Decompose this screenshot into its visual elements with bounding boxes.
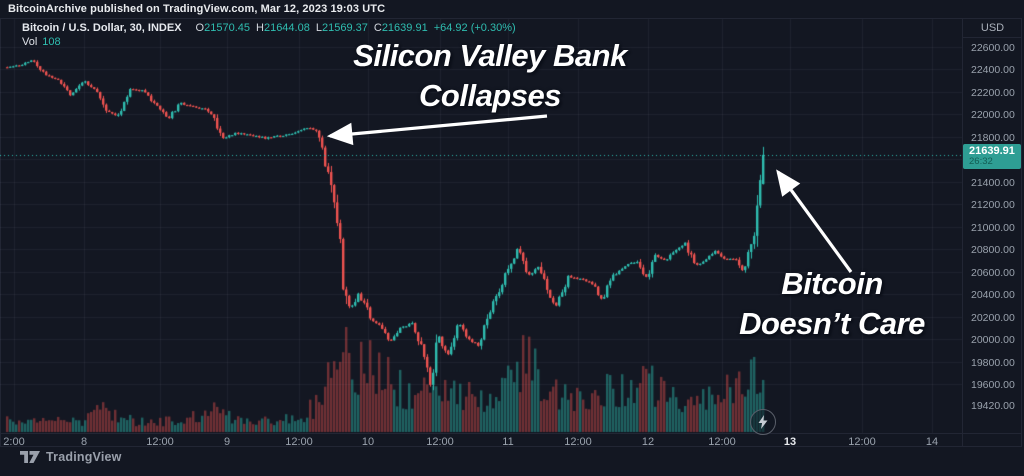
tradingview-logo-text: TradingView bbox=[46, 450, 122, 464]
close-value: 21639.91 bbox=[381, 22, 428, 34]
time-tick-label: 12:00 bbox=[708, 436, 736, 448]
svb-annotation-line2: Collapses bbox=[419, 78, 561, 113]
btc-arrow bbox=[776, 169, 853, 273]
go-to-realtime-button[interactable] bbox=[750, 409, 776, 435]
btc-annotation-line2: Doesn’t Care bbox=[739, 306, 925, 341]
tradingview-logo[interactable]: TradingView bbox=[20, 450, 122, 464]
svb-annotation-line1: Silicon Valley Bank bbox=[353, 38, 627, 73]
time-tick-label: 2:00 bbox=[3, 436, 25, 448]
btc-annotation: Bitcoin Doesn’t Care bbox=[700, 264, 964, 344]
svb-arrow bbox=[326, 114, 548, 146]
price-tick-label: 19800.00 bbox=[971, 357, 1015, 369]
price-tick-label: 21200.00 bbox=[971, 199, 1015, 211]
price-axis-separator bbox=[962, 18, 963, 447]
low-label: L bbox=[315, 22, 322, 34]
lightning-icon bbox=[758, 415, 768, 429]
price-tick-label: 21800.00 bbox=[971, 132, 1015, 144]
price-tick-label: 20200.00 bbox=[971, 312, 1015, 324]
high-label: H bbox=[256, 22, 264, 34]
last-price-tag: 21639.91 26:32 bbox=[963, 144, 1021, 169]
time-tick-label: 13 bbox=[783, 436, 797, 448]
bar-countdown: 26:32 bbox=[969, 156, 993, 167]
price-tick-label: 22600.00 bbox=[971, 42, 1015, 54]
vol-label: Vol bbox=[22, 36, 38, 48]
time-tick-label: 12:00 bbox=[848, 436, 876, 448]
low-value: 21569.37 bbox=[321, 22, 368, 34]
open-value: 21570.45 bbox=[204, 22, 250, 34]
time-tick-label: 12:00 bbox=[564, 436, 592, 448]
btc-annotation-line1: Bitcoin bbox=[781, 266, 883, 301]
price-tick-label: 22400.00 bbox=[971, 64, 1015, 76]
price-tick-label: 20600.00 bbox=[971, 267, 1015, 279]
change-value: +64.92 (+0.30%) bbox=[433, 22, 516, 34]
time-tick-label: 12:00 bbox=[285, 436, 313, 448]
vol-value: 108 bbox=[42, 36, 61, 48]
svb-annotation: Silicon Valley Bank Collapses bbox=[299, 36, 681, 116]
time-tick-label: 12:00 bbox=[146, 436, 174, 448]
price-tick-label: 22200.00 bbox=[971, 87, 1015, 99]
tradingview-logo-icon bbox=[20, 451, 40, 463]
time-axis-separator bbox=[0, 433, 1022, 434]
time-tick-label: 12 bbox=[641, 436, 655, 448]
price-tick-label: 22000.00 bbox=[971, 109, 1015, 121]
price-tick-label: 19600.00 bbox=[971, 379, 1015, 391]
price-tick-label: 21000.00 bbox=[971, 222, 1015, 234]
high-value: 21644.08 bbox=[263, 22, 310, 34]
time-tick-label: 8 bbox=[80, 436, 88, 448]
price-tick-label: 20800.00 bbox=[971, 244, 1015, 256]
time-tick-label: 12:00 bbox=[426, 436, 454, 448]
time-tick-label: 10 bbox=[361, 436, 375, 448]
price-tick-label: 20000.00 bbox=[971, 334, 1015, 346]
close-label: C bbox=[373, 22, 382, 34]
price-tick-label: 19420.00 bbox=[971, 400, 1015, 412]
symbol-title: Bitcoin / U.S. Dollar, 30, INDEX bbox=[22, 22, 182, 34]
price-tick-label: 21400.00 bbox=[971, 177, 1015, 189]
price-tick-label: 20400.00 bbox=[971, 289, 1015, 301]
price-axis-currency: USD bbox=[963, 19, 1022, 38]
time-tick-label: 11 bbox=[502, 436, 514, 448]
volume-legend[interactable]: Vol 108 bbox=[22, 36, 61, 48]
time-tick-label: 9 bbox=[223, 436, 231, 448]
last-price-value: 21639.91 bbox=[969, 145, 1015, 157]
open-label: O bbox=[195, 22, 205, 34]
symbol-legend[interactable]: Bitcoin / U.S. Dollar, 30, INDEX O21570.4… bbox=[22, 22, 516, 34]
time-tick-label: 14 bbox=[925, 436, 939, 448]
